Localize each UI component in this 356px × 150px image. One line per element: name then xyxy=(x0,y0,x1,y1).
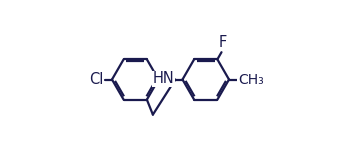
Text: Cl: Cl xyxy=(89,72,104,87)
Text: HN: HN xyxy=(153,71,174,86)
Text: CH₃: CH₃ xyxy=(238,72,264,87)
Text: F: F xyxy=(218,35,226,50)
